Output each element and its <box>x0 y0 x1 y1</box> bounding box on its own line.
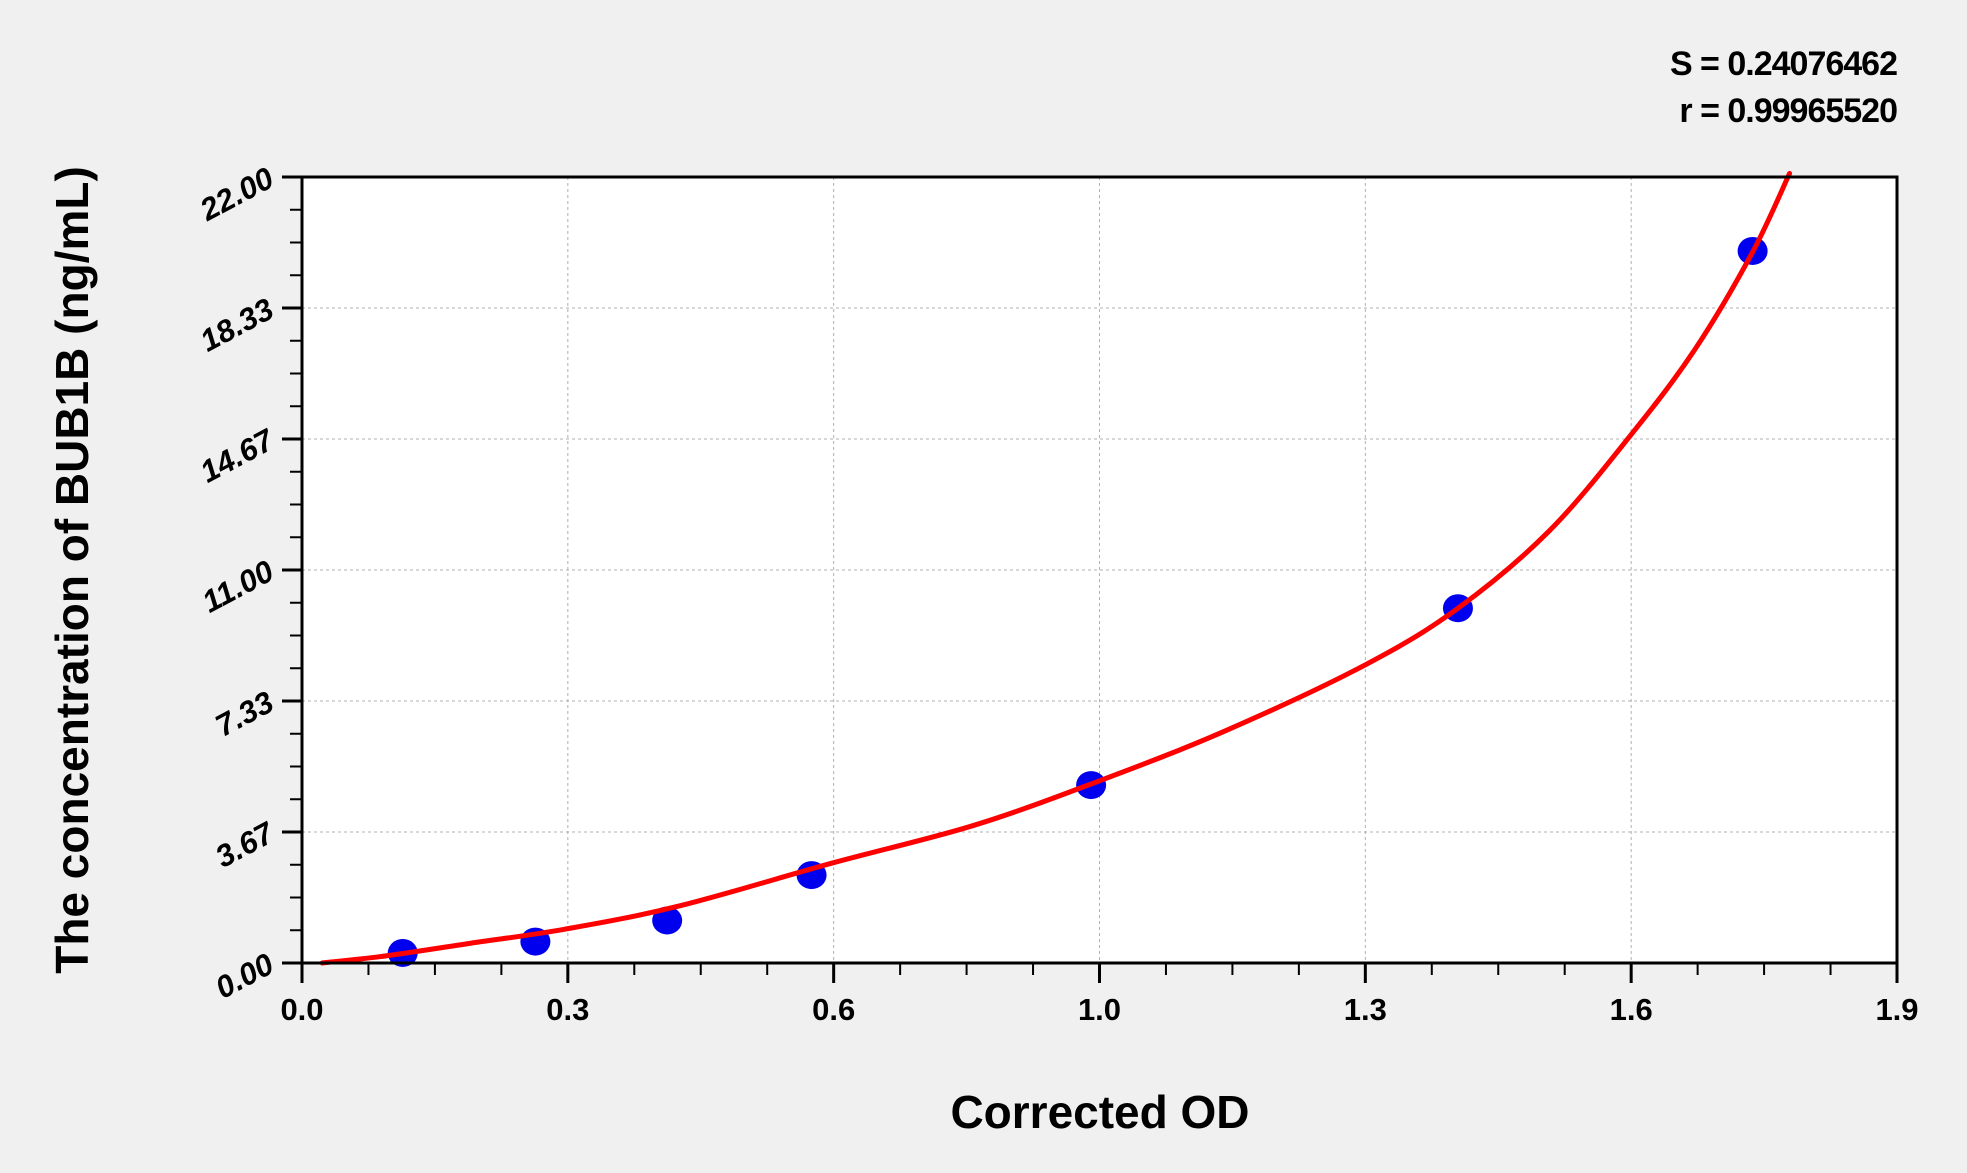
plot-frame <box>300 175 1899 965</box>
stat-s: S = 0.24076462 <box>1670 45 1897 83</box>
y-tick-label: 3.67 <box>210 814 281 874</box>
x-tick-label: 1.0 <box>1078 992 1121 1027</box>
y-tick-label: 18.33 <box>194 291 279 358</box>
y-tick-labels: 0.00 3.67 7.33 11.00 14.67 18.33 22.00 <box>193 160 280 1005</box>
y-tick-label: 22.00 <box>193 160 279 228</box>
x-tick-label: 0.6 <box>812 992 855 1027</box>
x-tick-label: 1.9 <box>1875 992 1918 1027</box>
stat-r: r = 0.99965520 <box>1679 92 1897 130</box>
y-tick-label: 11.00 <box>196 553 279 619</box>
axis-ticks <box>282 175 1899 983</box>
y-axis-title: The concentration of BUB1B (ng/mL) <box>46 166 98 974</box>
x-tick-label: 1.6 <box>1610 992 1653 1027</box>
x-tick-label: 0.0 <box>280 992 323 1027</box>
x-tick-labels: 0.0 0.3 0.6 1.0 1.3 1.6 1.9 <box>280 992 1918 1027</box>
data-point <box>652 906 683 935</box>
x-axis-title: Corrected OD <box>950 1086 1249 1138</box>
x-tick-label: 0.3 <box>546 992 589 1027</box>
gridlines <box>302 177 1897 963</box>
y-tick-label: 14.67 <box>194 421 280 489</box>
y-tick-label: 0.00 <box>210 946 280 1005</box>
fit-curve <box>319 170 1793 966</box>
x-tick-label: 1.3 <box>1344 992 1387 1027</box>
y-tick-label: 7.33 <box>210 684 280 743</box>
